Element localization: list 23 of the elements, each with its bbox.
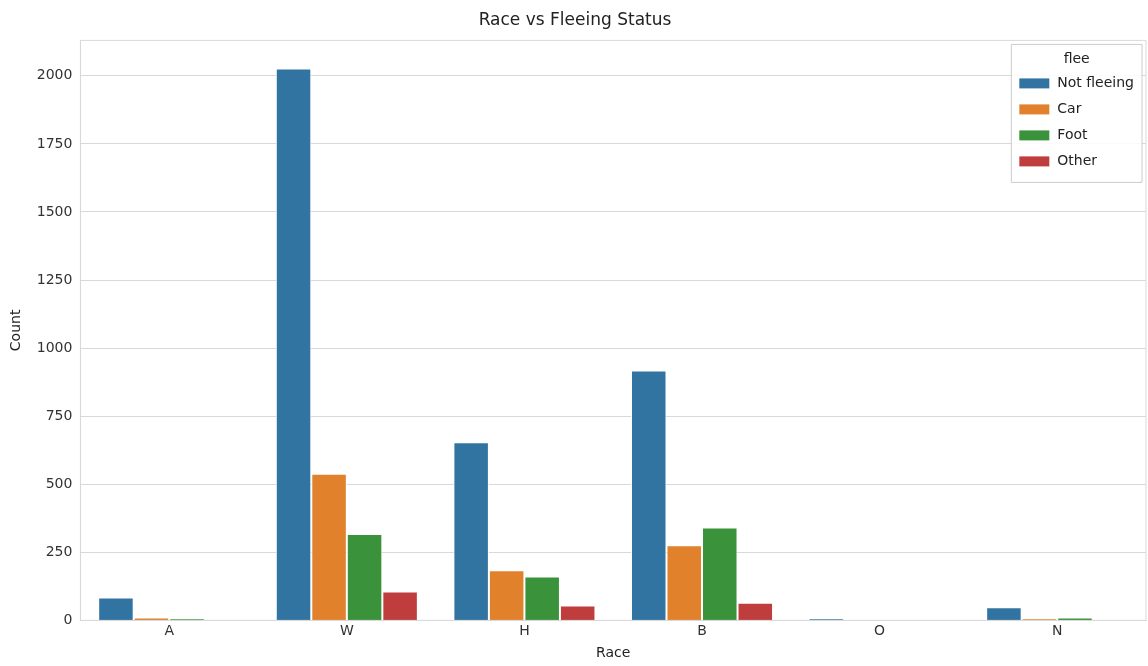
legend-label: Not fleeing bbox=[1057, 74, 1134, 91]
legend-label: Car bbox=[1057, 100, 1082, 117]
x-tick-label: B bbox=[697, 622, 707, 639]
chart-title: Race vs Fleeing Status bbox=[478, 8, 672, 29]
x-tick-label: A bbox=[164, 622, 175, 639]
y-tick-label: 0 bbox=[63, 611, 73, 628]
y-tick-label: 1500 bbox=[36, 202, 73, 219]
y-tick-label: 2000 bbox=[36, 66, 73, 83]
y-tick-label: 250 bbox=[45, 542, 73, 559]
y-tick-label: 1000 bbox=[36, 338, 73, 355]
x-tick-label: W bbox=[339, 622, 354, 639]
y-tick-label: 750 bbox=[45, 406, 73, 423]
y-axis-title: Count bbox=[7, 309, 24, 352]
legend-label: Other bbox=[1057, 152, 1098, 169]
legend-title: flee bbox=[1063, 50, 1090, 67]
legend-label: Foot bbox=[1057, 126, 1089, 143]
x-tick-label: O bbox=[874, 622, 886, 639]
x-tick-label: N bbox=[1051, 622, 1063, 639]
y-tick-label: 500 bbox=[45, 474, 73, 491]
y-tick-label: 1750 bbox=[36, 134, 73, 151]
x-tick-label: H bbox=[519, 622, 530, 639]
y-tick-label: 1250 bbox=[36, 270, 73, 287]
x-axis-title: Race bbox=[596, 644, 631, 661]
